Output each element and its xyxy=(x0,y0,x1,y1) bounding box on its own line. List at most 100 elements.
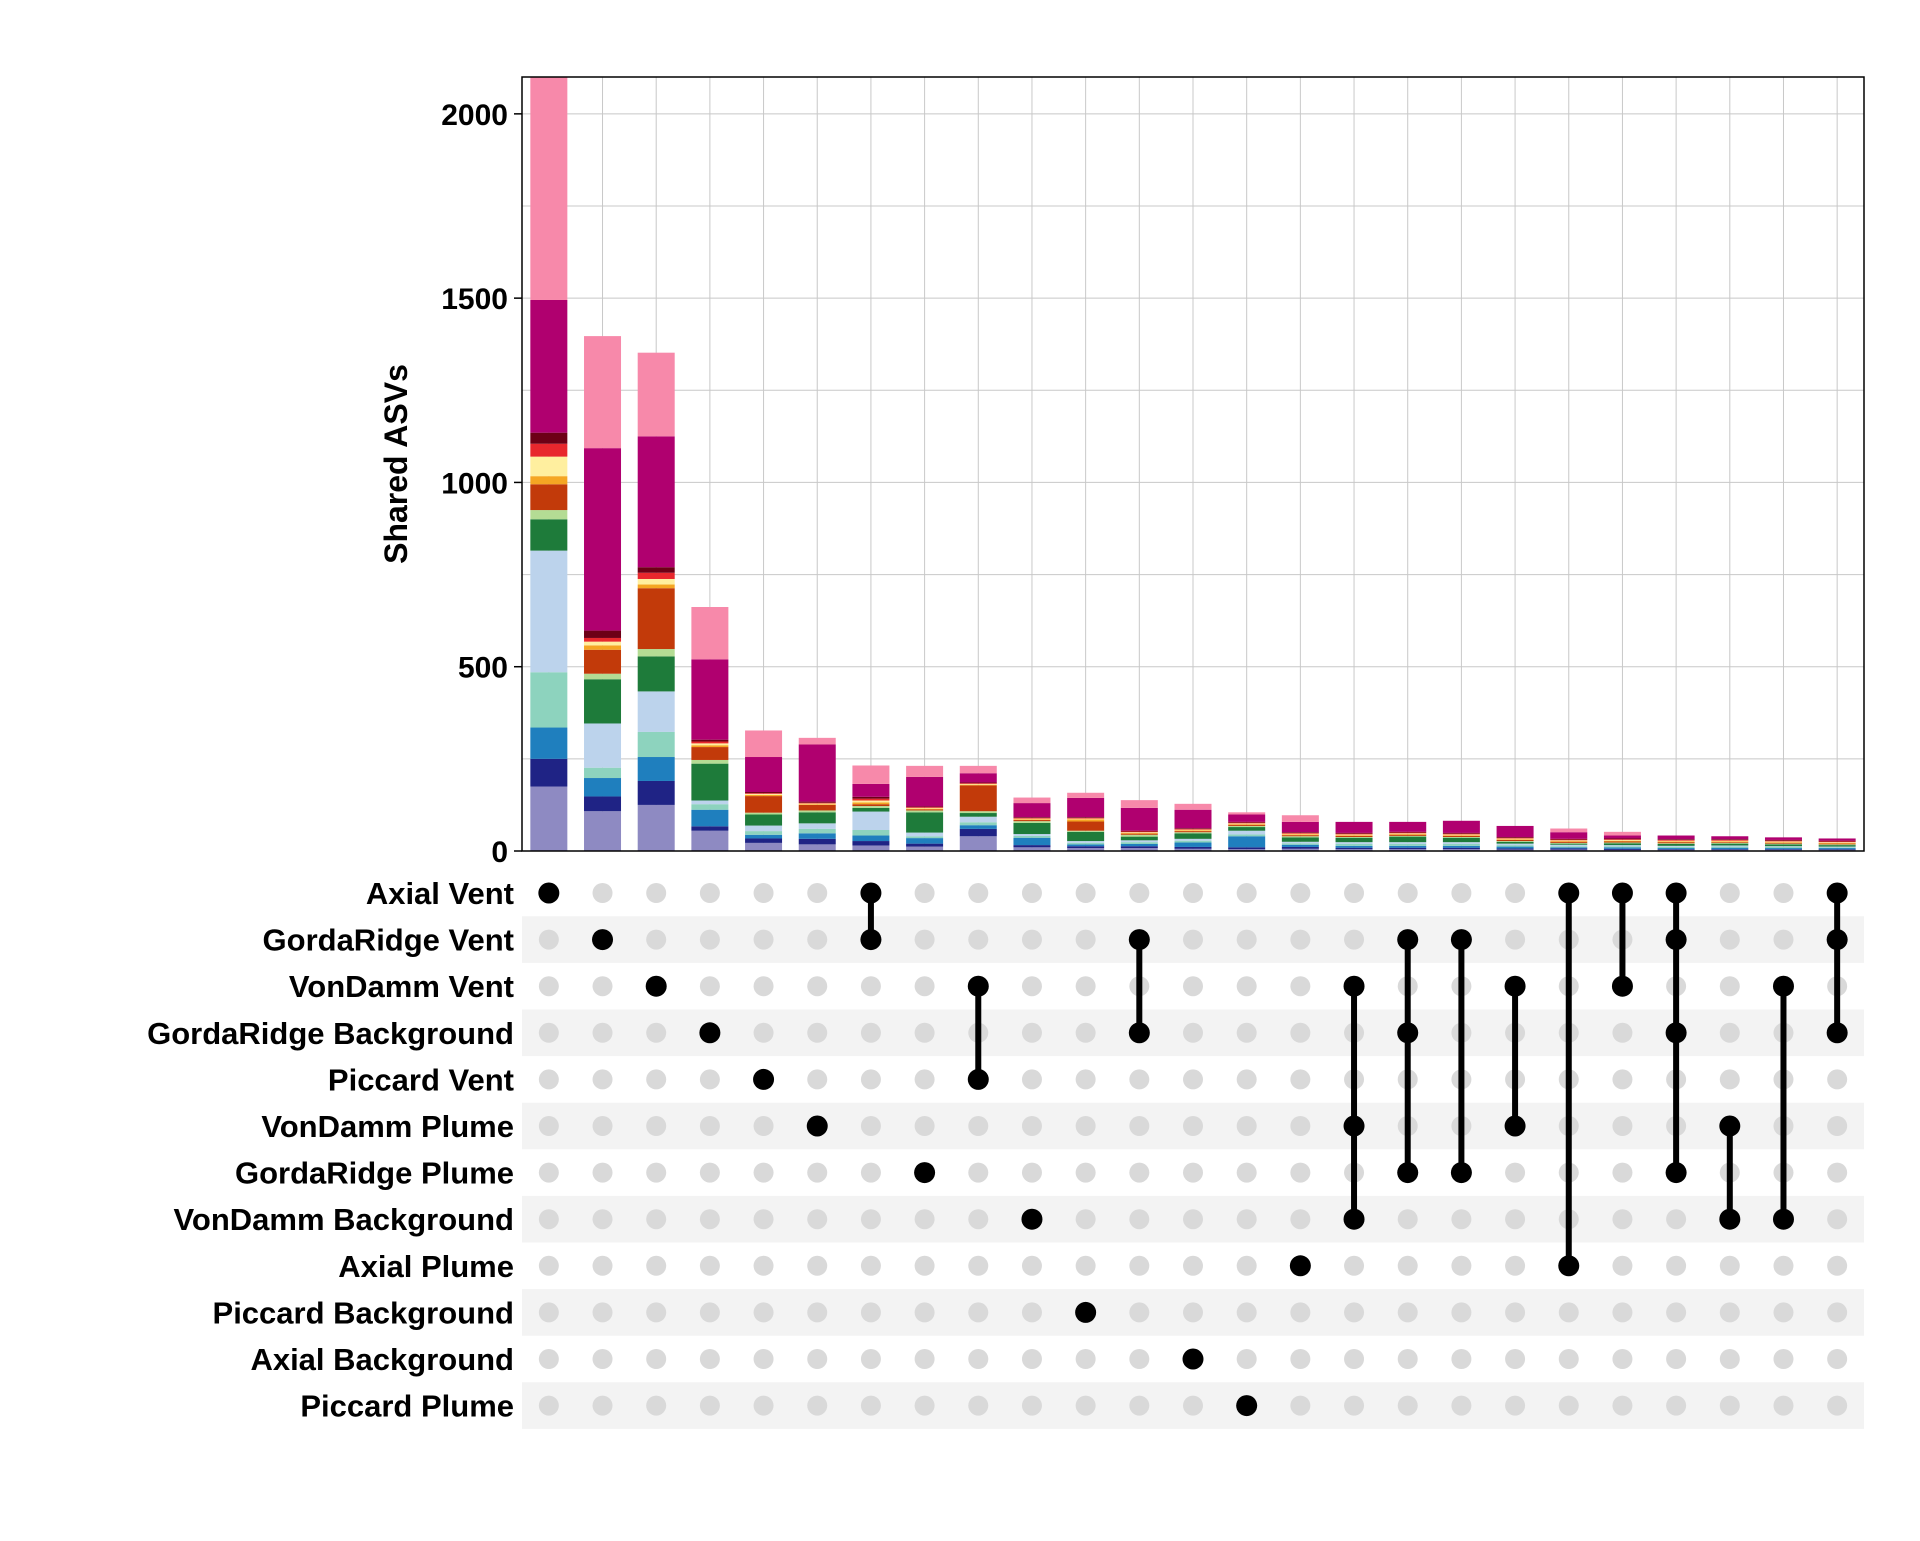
matrix-dot-inactive xyxy=(699,929,720,950)
matrix-dot-inactive xyxy=(1021,883,1042,903)
matrix-dot-inactive xyxy=(1612,1209,1633,1230)
bar-segment xyxy=(798,801,836,803)
bar-segment xyxy=(1013,797,1051,804)
matrix-dot-inactive xyxy=(753,1302,774,1323)
matrix-dot-inactive xyxy=(1075,1022,1096,1043)
bar-segment xyxy=(637,656,675,692)
bar-segment xyxy=(852,783,890,797)
set-label: Piccard Plume xyxy=(300,1389,514,1424)
matrix-dot-active xyxy=(1826,929,1848,951)
matrix-dot-inactive xyxy=(1129,1255,1150,1276)
bar-segment xyxy=(1174,803,1212,810)
bar-segment xyxy=(1442,849,1480,851)
bar-segment xyxy=(1335,837,1373,843)
bar-segment xyxy=(906,807,944,809)
matrix-dot-inactive xyxy=(860,1069,881,1090)
matrix-dot-inactive xyxy=(1773,1349,1794,1369)
bar-segment xyxy=(530,510,568,520)
bar-segment xyxy=(852,835,890,842)
bar-segment xyxy=(1442,833,1480,835)
bar-segment xyxy=(1603,831,1641,836)
matrix-dot-inactive xyxy=(1290,1209,1311,1230)
bar-segment xyxy=(906,838,944,844)
matrix-dot-active xyxy=(1826,1022,1848,1044)
bar-segment xyxy=(1174,848,1212,851)
matrix-dot-inactive xyxy=(1183,1302,1203,1323)
matrix-dot-inactive xyxy=(1290,1302,1311,1323)
matrix-dot-inactive xyxy=(1612,1162,1633,1183)
bar-segment xyxy=(691,747,729,760)
bar-segment xyxy=(1120,842,1158,844)
matrix-dot-inactive xyxy=(1505,1302,1526,1323)
matrix-dot-inactive xyxy=(968,1302,989,1323)
y-axis: 0 500 1000 1500 2000 xyxy=(441,99,522,869)
matrix-dot-inactive xyxy=(699,1349,720,1369)
bar-segment xyxy=(798,744,836,802)
bar-segment xyxy=(1818,846,1856,848)
bar-segment xyxy=(1603,846,1641,848)
set-label: GordaRidge Vent xyxy=(263,923,514,958)
matrix-dot-inactive xyxy=(807,929,828,950)
bar-segment xyxy=(637,578,675,585)
bar-segment xyxy=(1389,842,1427,844)
bar-segment xyxy=(1013,845,1051,848)
matrix-dot-active xyxy=(1343,1208,1365,1230)
bar-segment xyxy=(745,796,783,813)
matrix-dot-inactive xyxy=(860,1255,881,1276)
matrix-dot-inactive xyxy=(1827,1255,1848,1276)
bar-segment xyxy=(1335,836,1373,838)
bar-segment xyxy=(1603,842,1641,844)
bar-segment xyxy=(1174,833,1212,839)
bar-segment xyxy=(1442,832,1480,834)
bar-segment xyxy=(1550,846,1588,848)
bar-segment xyxy=(530,432,568,444)
matrix-dot-inactive xyxy=(1183,1022,1203,1043)
matrix-dot-inactive xyxy=(1773,929,1794,950)
bar-segment xyxy=(1711,840,1749,842)
matrix-dot-inactive xyxy=(699,1162,720,1183)
bar-segment xyxy=(1174,828,1212,829)
bar-segment xyxy=(637,757,675,781)
bar-segment xyxy=(1603,835,1641,839)
bar-segment xyxy=(691,607,729,660)
bar-segment xyxy=(530,456,568,477)
bar-segment xyxy=(1067,848,1105,851)
y-tick-label: 500 xyxy=(458,652,508,685)
set-label: VonDamm Background xyxy=(174,1202,514,1237)
bar-segment xyxy=(906,808,944,810)
bar-segment xyxy=(584,336,622,449)
bar-segment xyxy=(1711,843,1749,846)
matrix-dot-inactive xyxy=(1075,1069,1096,1090)
bar-segment xyxy=(852,807,890,812)
bar-segment xyxy=(798,844,836,851)
bar-segment xyxy=(1711,842,1749,844)
matrix-dot-inactive xyxy=(1236,1349,1257,1369)
matrix-dot-inactive xyxy=(1505,883,1526,903)
bar-segment xyxy=(1657,848,1695,850)
bar-segment xyxy=(745,793,783,794)
matrix-dot-inactive xyxy=(1719,1022,1740,1043)
bar-segment xyxy=(906,765,944,777)
bar-segment xyxy=(1603,841,1641,843)
bar-segment xyxy=(1657,841,1695,843)
matrix-dot-inactive xyxy=(1719,1349,1740,1369)
matrix-dot-inactive xyxy=(1773,883,1794,903)
matrix-dot-inactive xyxy=(1344,1395,1365,1416)
bar-segment xyxy=(530,299,568,433)
bar-segment xyxy=(1389,834,1427,836)
matrix-dot-inactive xyxy=(1183,1162,1203,1183)
bar-segment xyxy=(530,786,568,851)
bar-segment xyxy=(1818,847,1856,849)
matrix-dot-inactive xyxy=(699,1209,720,1230)
matrix-dot-inactive xyxy=(914,929,935,950)
bar-segment xyxy=(1335,832,1373,834)
matrix-dot-inactive xyxy=(807,976,828,997)
bar-segment xyxy=(584,641,622,646)
bar-segment xyxy=(1496,841,1534,842)
bar-segment xyxy=(1067,830,1105,832)
bar-segment xyxy=(584,630,622,638)
matrix-dot-inactive xyxy=(1075,883,1096,903)
matrix-dot-inactive xyxy=(860,1395,881,1416)
bar-segment xyxy=(530,443,568,457)
